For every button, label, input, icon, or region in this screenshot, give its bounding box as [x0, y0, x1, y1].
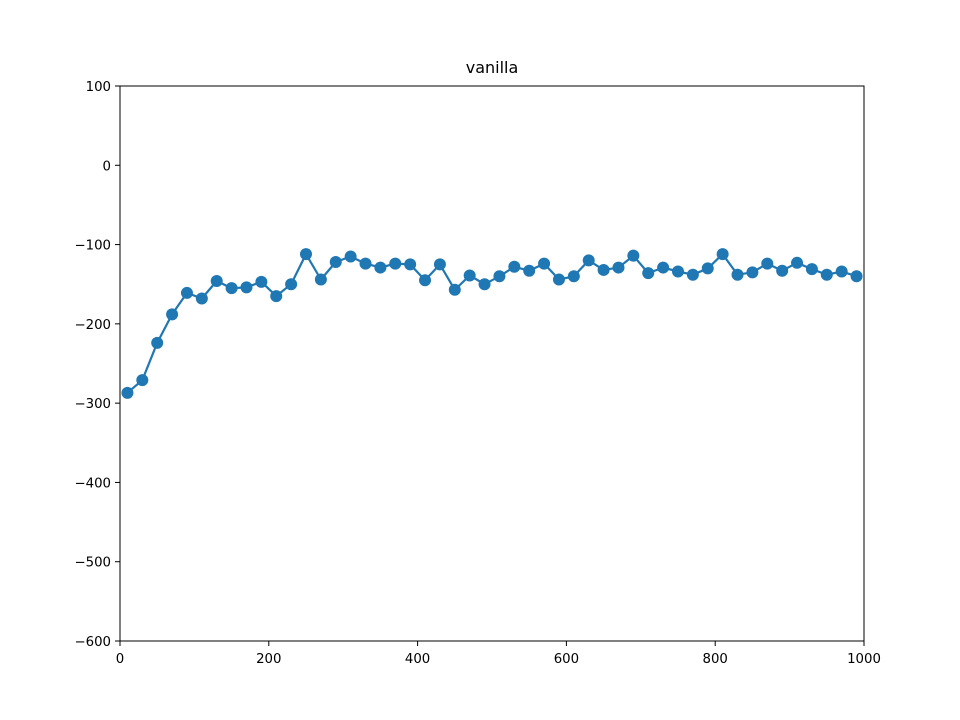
- data-point: [508, 260, 521, 273]
- x-tick-label: 0: [116, 652, 124, 667]
- x-axis: 0 200 400 600 800 1000: [116, 641, 881, 667]
- data-point: [805, 263, 818, 276]
- x-tick-label: 800: [703, 652, 728, 667]
- data-point: [448, 283, 461, 296]
- data-point: [716, 248, 729, 261]
- x-tick-label: 200: [256, 652, 281, 667]
- data-point: [493, 270, 506, 283]
- data-point: [657, 261, 670, 274]
- data-point: [567, 270, 580, 283]
- data-point: [255, 275, 268, 288]
- data-point: [344, 250, 357, 263]
- data-point: [552, 273, 565, 286]
- data-point: [701, 262, 714, 275]
- data-point: [478, 278, 491, 291]
- data-point: [835, 265, 848, 278]
- data-point: [538, 257, 551, 270]
- data-point: [136, 374, 149, 387]
- y-axis: 100 0 −100 −200 −300 −400 −500 −600: [74, 80, 120, 650]
- x-tick-label: 600: [554, 652, 579, 667]
- data-point: [404, 258, 417, 271]
- data-point: [314, 273, 327, 286]
- x-tick-label: 400: [405, 652, 430, 667]
- data-point: [761, 257, 774, 270]
- data-point: [419, 274, 432, 287]
- data-point: [389, 257, 402, 270]
- data-point: [240, 281, 253, 294]
- data-point: [582, 254, 595, 267]
- data-point: [642, 267, 655, 280]
- data-point: [776, 264, 789, 277]
- x-tick-label: 1000: [847, 652, 881, 667]
- data-point: [731, 268, 744, 281]
- data-point: [597, 263, 610, 276]
- data-point: [686, 268, 699, 281]
- data-point: [210, 275, 223, 288]
- y-tick-label: −400: [74, 476, 111, 491]
- data-point: [359, 257, 372, 270]
- data-point: [791, 256, 804, 269]
- y-tick-label: 0: [103, 159, 111, 174]
- chart-title: vanilla: [466, 58, 519, 77]
- data-point: [300, 248, 312, 261]
- data-point: [374, 261, 387, 274]
- data-point: [820, 268, 833, 281]
- data-point: [463, 269, 476, 282]
- y-tick-label: −300: [74, 397, 111, 412]
- data-point: [225, 282, 238, 295]
- data-point: [270, 290, 283, 303]
- data-point: [627, 249, 640, 262]
- data-point: [746, 266, 759, 279]
- data-point: [433, 258, 446, 271]
- y-tick-label: −500: [74, 556, 111, 571]
- series-layer: [121, 248, 863, 399]
- y-tick-label: 100: [86, 80, 111, 95]
- y-tick-label: −100: [74, 239, 111, 254]
- data-point: [329, 256, 342, 269]
- data-point: [121, 386, 134, 399]
- data-point: [612, 261, 625, 274]
- data-point: [850, 270, 863, 283]
- data-point: [672, 265, 684, 278]
- y-tick-label: −600: [74, 635, 111, 650]
- data-point: [180, 286, 193, 299]
- data-point: [523, 264, 536, 277]
- data-point: [166, 308, 179, 321]
- data-point: [195, 292, 208, 305]
- plot-area-frame: [119, 85, 865, 642]
- y-tick-label: −200: [74, 318, 111, 333]
- data-point: [151, 336, 164, 349]
- data-point: [285, 278, 298, 291]
